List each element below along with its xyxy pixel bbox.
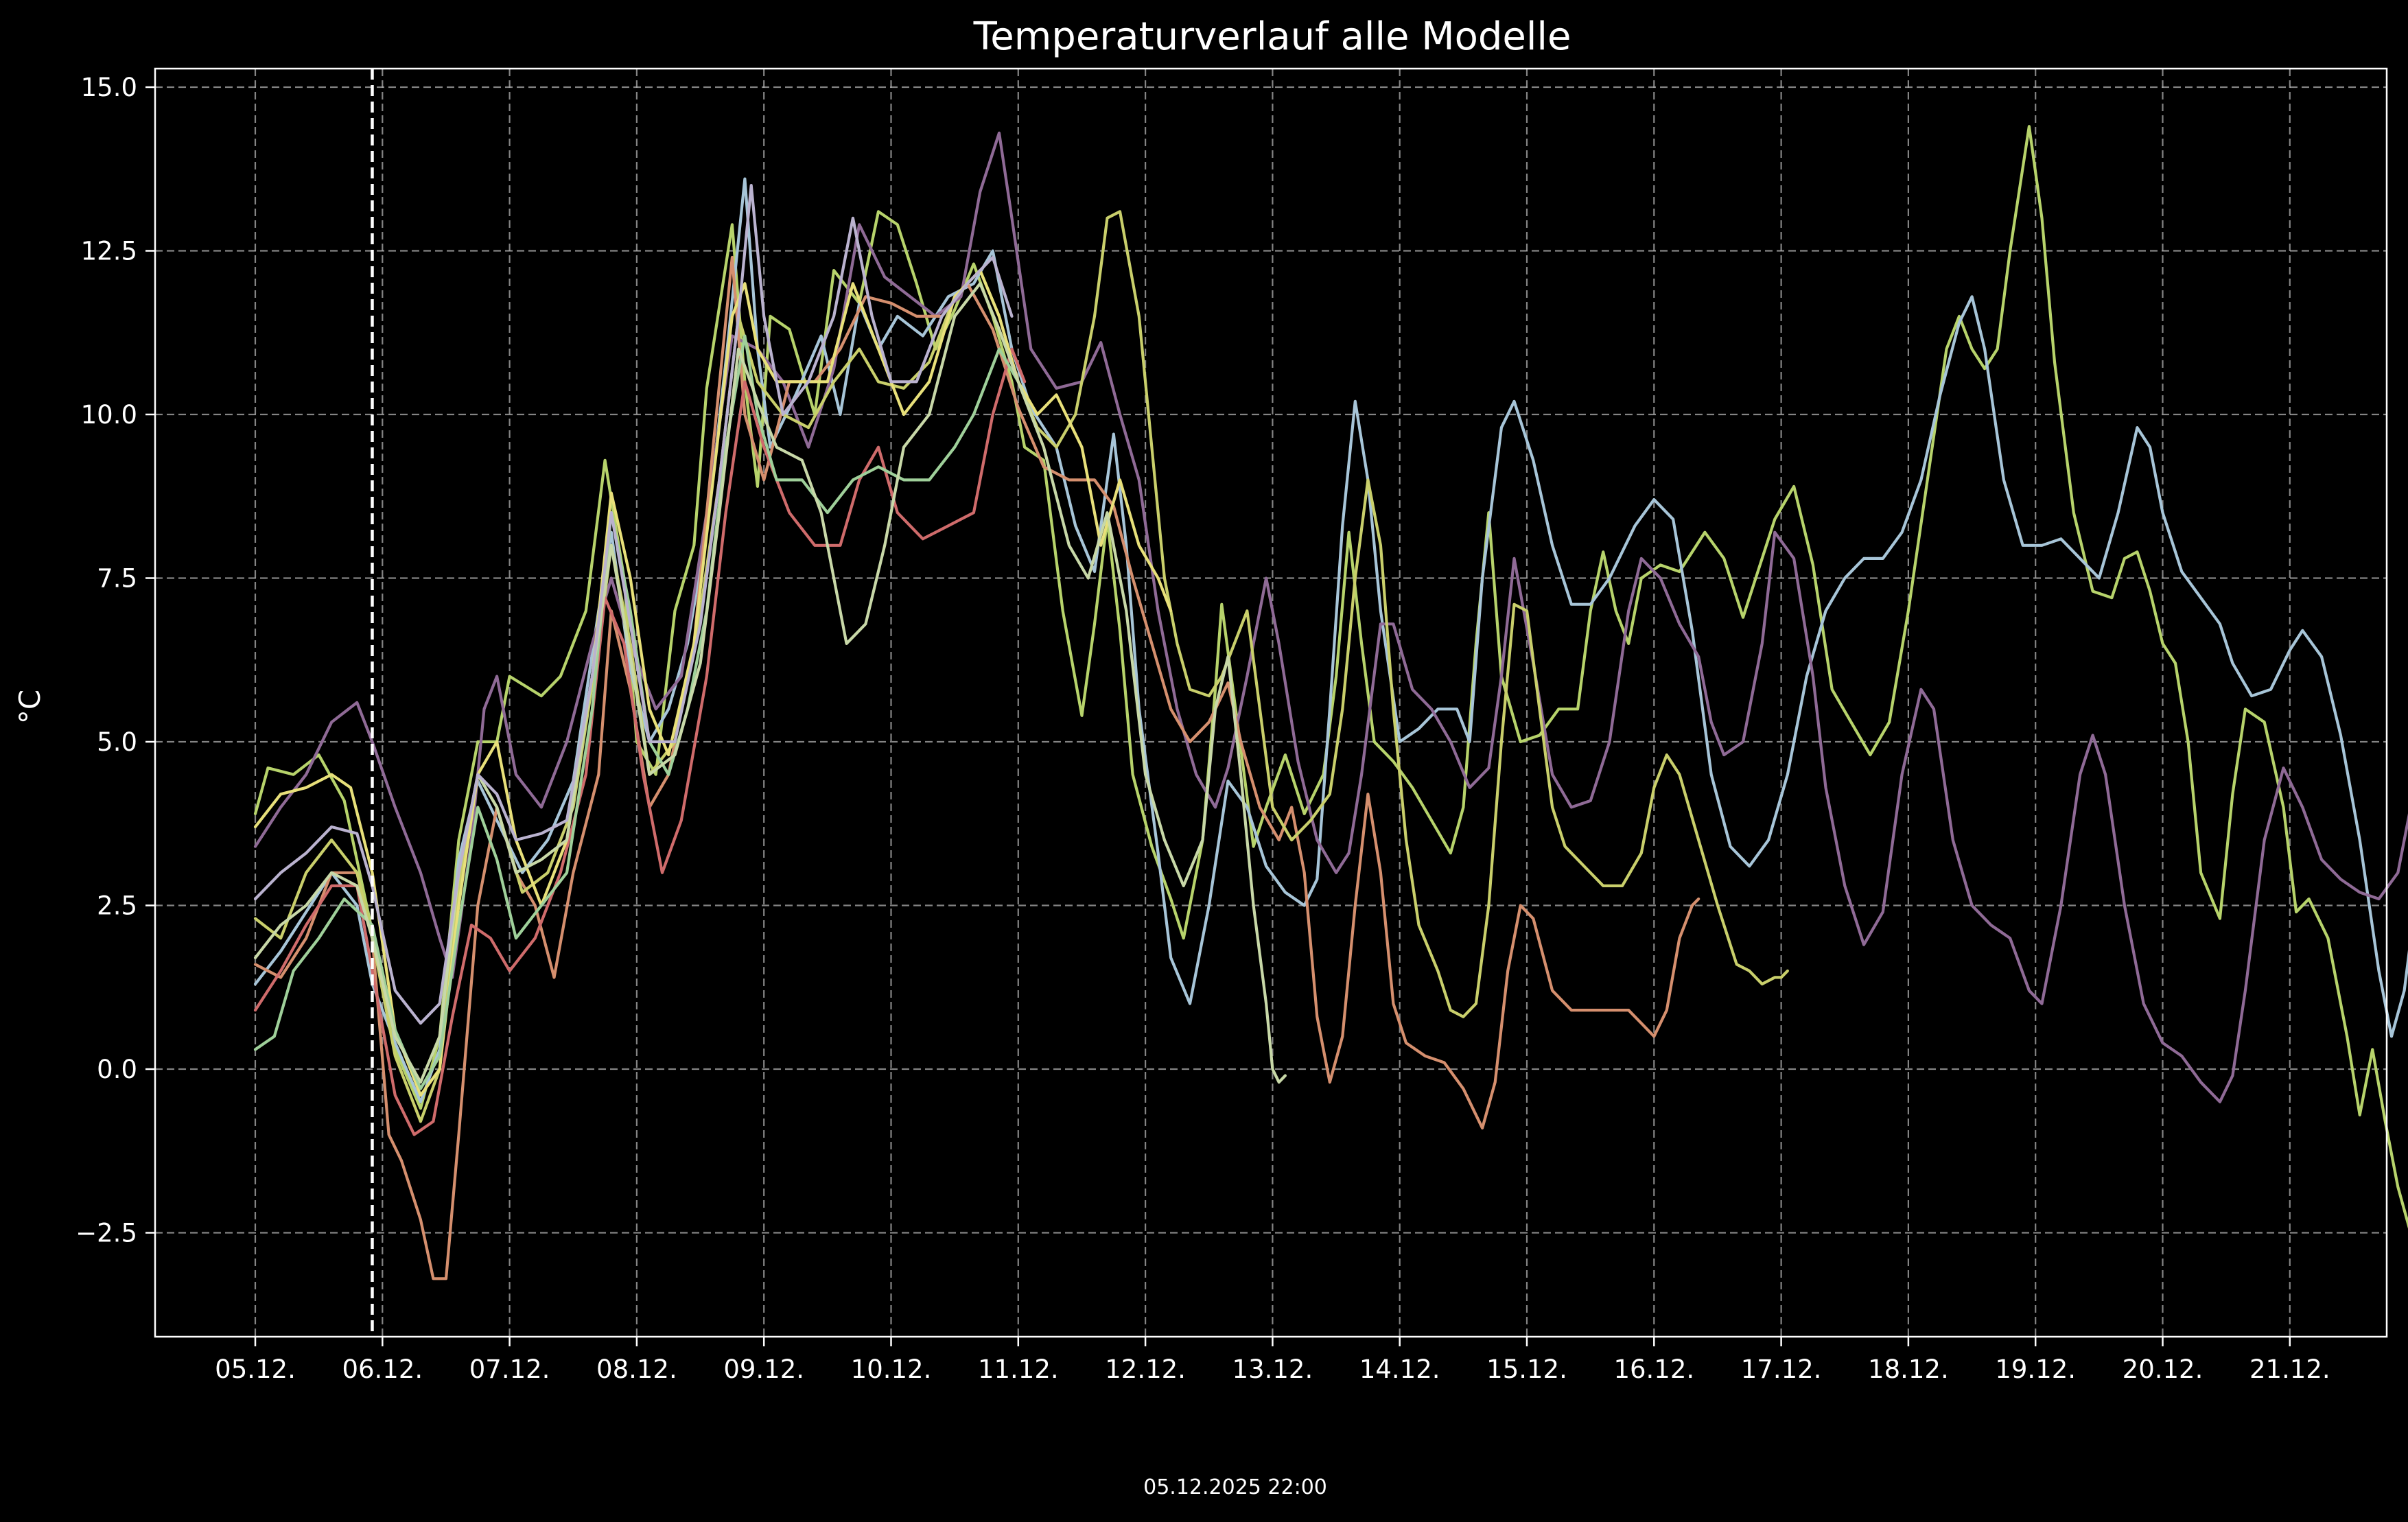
y-tick-label: 12.5 bbox=[81, 237, 137, 266]
x-tick-label: 14.12. bbox=[1359, 1355, 1440, 1384]
series-layer bbox=[253, 125, 2408, 1280]
y-tick-label: 5.0 bbox=[97, 727, 137, 757]
x-axis: 05.12. 06.12. 07.12. 08.12. 09.12. 10.12. 11.1… bbox=[215, 1337, 2330, 1384]
x-tick-label: 17.12. bbox=[1741, 1355, 1822, 1384]
x-tick-label: 15.12. bbox=[1486, 1355, 1567, 1384]
y-axis-label: °C bbox=[13, 690, 47, 724]
chart-title: Temperaturverlauf alle Modelle bbox=[973, 14, 1571, 59]
grid-layer bbox=[155, 69, 2387, 1337]
x-tick-label: 07.12. bbox=[469, 1355, 550, 1384]
y-tick-label: 0.0 bbox=[97, 1055, 137, 1084]
x-tick-label: 13.12. bbox=[1232, 1355, 1313, 1384]
series-line-1 bbox=[253, 125, 2408, 1229]
x-tick-label: 18.12. bbox=[1868, 1355, 1949, 1384]
x-tick-label: 08.12. bbox=[596, 1355, 677, 1384]
x-tick-label: 19.12. bbox=[1995, 1355, 2076, 1384]
series-line-3 bbox=[253, 131, 2408, 1103]
x-tick-label: 21.12. bbox=[2249, 1355, 2330, 1384]
series-line-10 bbox=[253, 184, 1014, 1025]
x-tick-label: 20.12. bbox=[2123, 1355, 2204, 1384]
timestamp-label: 05.12.2025 22:00 bbox=[1143, 1475, 1327, 1499]
y-tick-label: 7.5 bbox=[97, 564, 137, 594]
y-tick-label: 10.0 bbox=[81, 400, 137, 430]
x-tick-label: 05.12. bbox=[215, 1355, 296, 1384]
x-tick-label: 11.12. bbox=[978, 1355, 1059, 1384]
x-tick-label: 10.12. bbox=[851, 1355, 932, 1384]
y-axis: 15.0 12.5 10.0 7.5 5.0 2.5 0.0 −2.5 bbox=[75, 73, 155, 1248]
y-tick-label: 2.5 bbox=[97, 891, 137, 921]
x-tick-label: 06.12. bbox=[342, 1355, 423, 1384]
series-line-6 bbox=[253, 347, 1027, 1136]
series-line-7 bbox=[253, 269, 1173, 1097]
y-tick-label: 15.0 bbox=[81, 73, 137, 102]
x-tick-label: 09.12. bbox=[723, 1355, 804, 1384]
y-tick-label: −2.5 bbox=[75, 1219, 137, 1248]
x-tick-label: 12.12. bbox=[1105, 1355, 1186, 1384]
plot-frame bbox=[154, 67, 2388, 1338]
x-tick-label: 16.12. bbox=[1613, 1355, 1694, 1384]
